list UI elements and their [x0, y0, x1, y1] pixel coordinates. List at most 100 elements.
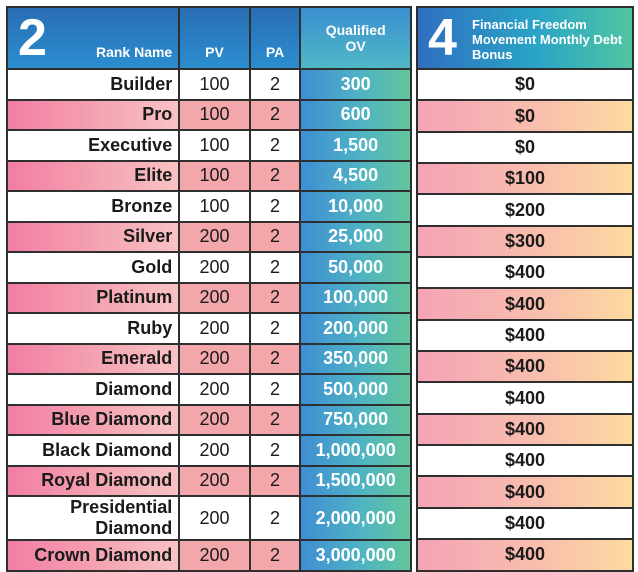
qualified-ov-cell: 2,000,000 — [301, 497, 412, 541]
debt-bonus-cell: $400 — [418, 477, 634, 509]
pv-cell: 200 — [180, 466, 251, 497]
pv-cell: 200 — [180, 436, 251, 467]
table-row: Black Diamond 200 2 1,000,000 — [8, 436, 412, 467]
table-row: $400 — [418, 320, 634, 353]
table-row: $300 — [418, 226, 634, 259]
qualified-ov-cell: 25,000 — [301, 222, 412, 253]
qualified-ov-header: Qualified OV — [301, 8, 412, 70]
qualified-ov-cell: 500,000 — [301, 375, 412, 406]
debt-bonus-cell: $400 — [418, 320, 634, 353]
pa-cell: 2 — [250, 253, 302, 284]
qualified-ov-cell: 750,000 — [301, 405, 412, 436]
pa-cell: 2 — [250, 131, 302, 162]
qualified-ov-label: Qualified OV — [325, 22, 386, 54]
pv-cell: 100 — [180, 131, 251, 162]
table-row: Diamond 200 2 500,000 — [8, 375, 412, 406]
pa-cell: 2 — [250, 161, 302, 192]
table-row: Platinum 200 2 100,000 — [8, 283, 412, 314]
pa-cell: 2 — [250, 100, 302, 131]
rank-name-cell: Royal Diamond — [8, 466, 181, 497]
qualified-ov-cell: 10,000 — [301, 192, 412, 223]
table-row: $0 — [418, 132, 634, 165]
pa-cell: 2 — [250, 70, 302, 101]
debt-bonus-cell: $400 — [418, 258, 634, 290]
pv-cell: 200 — [180, 541, 251, 572]
pv-cell: 200 — [180, 222, 251, 253]
pv-cell: 100 — [180, 70, 251, 101]
table-row: $400 — [418, 414, 634, 447]
pv-cell: 200 — [180, 344, 251, 375]
pa-cell: 2 — [250, 344, 302, 375]
debt-bonus-header: 4 Financial Freedom Movement Monthly Deb… — [418, 8, 634, 70]
table-row: $400 — [418, 258, 634, 290]
table-row: Pro 100 2 600 — [8, 100, 412, 131]
pa-cell: 2 — [250, 314, 302, 345]
debt-bonus-cell: $400 — [418, 446, 634, 478]
rank-name-cell: Diamond — [8, 375, 181, 406]
qualified-ov-cell: 1,500,000 — [301, 466, 412, 497]
rank-name-cell: Black Diamond — [8, 436, 181, 467]
table-row: Executive 100 2 1,500 — [8, 131, 412, 162]
table-row: $400 — [418, 477, 634, 509]
pv-cell: 100 — [180, 100, 251, 131]
pv-header: PV — [180, 8, 251, 70]
table-row: Elite 100 2 4,500 — [8, 161, 412, 192]
qualified-ov-cell: 4,500 — [301, 161, 412, 192]
section-number: 4 — [428, 9, 457, 67]
pv-cell: 200 — [180, 283, 251, 314]
pv-cell: 200 — [180, 375, 251, 406]
rank-qualification-table: 2 Rank Name PV PA Qualified OV Builder 10… — [6, 6, 412, 572]
table-row: Bronze 100 2 10,000 — [8, 192, 412, 223]
pv-cell: 200 — [180, 405, 251, 436]
qualified-ov-cell: 3,000,000 — [301, 541, 412, 572]
qualified-ov-cell: 1,000,000 — [301, 436, 412, 467]
table-row: $400 — [418, 383, 634, 415]
table-row: Builder 100 2 300 — [8, 70, 412, 101]
pa-cell: 2 — [250, 405, 302, 436]
section-number: 2 — [18, 9, 47, 67]
debt-bonus-cell: $0 — [418, 132, 634, 165]
pa-cell: 2 — [250, 466, 302, 497]
pa-cell: 2 — [250, 192, 302, 223]
table-row: Presidential Diamond 200 2 2,000,000 — [8, 497, 412, 541]
debt-bonus-cell: $300 — [418, 226, 634, 259]
rank-name-cell: Gold — [8, 253, 181, 284]
debt-bonus-cell: $0 — [418, 101, 634, 133]
qualified-ov-cell: 300 — [301, 70, 412, 101]
debt-bonus-table: 4 Financial Freedom Movement Monthly Deb… — [416, 6, 634, 572]
debt-bonus-cell: $400 — [418, 383, 634, 415]
debt-bonus-cell: $400 — [418, 540, 634, 572]
rank-name-cell: Builder — [8, 70, 181, 101]
table-row: $400 — [418, 446, 634, 478]
rank-name-cell: Ruby — [8, 314, 181, 345]
pa-cell: 2 — [250, 375, 302, 406]
debt-bonus-cell: $100 — [418, 164, 634, 196]
debt-bonus-cell: $400 — [418, 508, 634, 541]
pa-cell: 2 — [250, 541, 302, 572]
rank-name-cell: Silver — [8, 222, 181, 253]
rank-name-cell: Presidential Diamond — [8, 497, 181, 541]
table-row: Ruby 200 2 200,000 — [8, 314, 412, 345]
table-row: $0 — [418, 70, 634, 102]
table-row: $400 — [418, 508, 634, 541]
pa-cell: 2 — [250, 436, 302, 467]
debt-bonus-cell: $200 — [418, 195, 634, 227]
debt-bonus-cell: $400 — [418, 414, 634, 447]
rank-name-label: Rank Name — [95, 44, 173, 60]
qualified-ov-cell: 600 — [301, 100, 412, 131]
rank-name-cell: Pro — [8, 100, 181, 131]
qualified-ov-cell: 100,000 — [301, 283, 412, 314]
debt-bonus-cell: $400 — [418, 352, 634, 384]
rank-name-cell: Platinum — [8, 283, 181, 314]
pv-cell: 200 — [180, 497, 251, 541]
pa-header: PA — [250, 8, 302, 70]
pv-cell: 200 — [180, 314, 251, 345]
table-row: $200 — [418, 195, 634, 227]
table-row: $400 — [418, 352, 634, 384]
debt-bonus-cell: $0 — [418, 70, 634, 102]
debt-bonus-title: Financial Freedom Movement Monthly Debt … — [472, 17, 623, 62]
table-row: $100 — [418, 164, 634, 196]
table-row: Crown Diamond 200 2 3,000,000 — [8, 541, 412, 572]
pv-cell: 100 — [180, 192, 251, 223]
table-row: Gold 200 2 50,000 — [8, 253, 412, 284]
